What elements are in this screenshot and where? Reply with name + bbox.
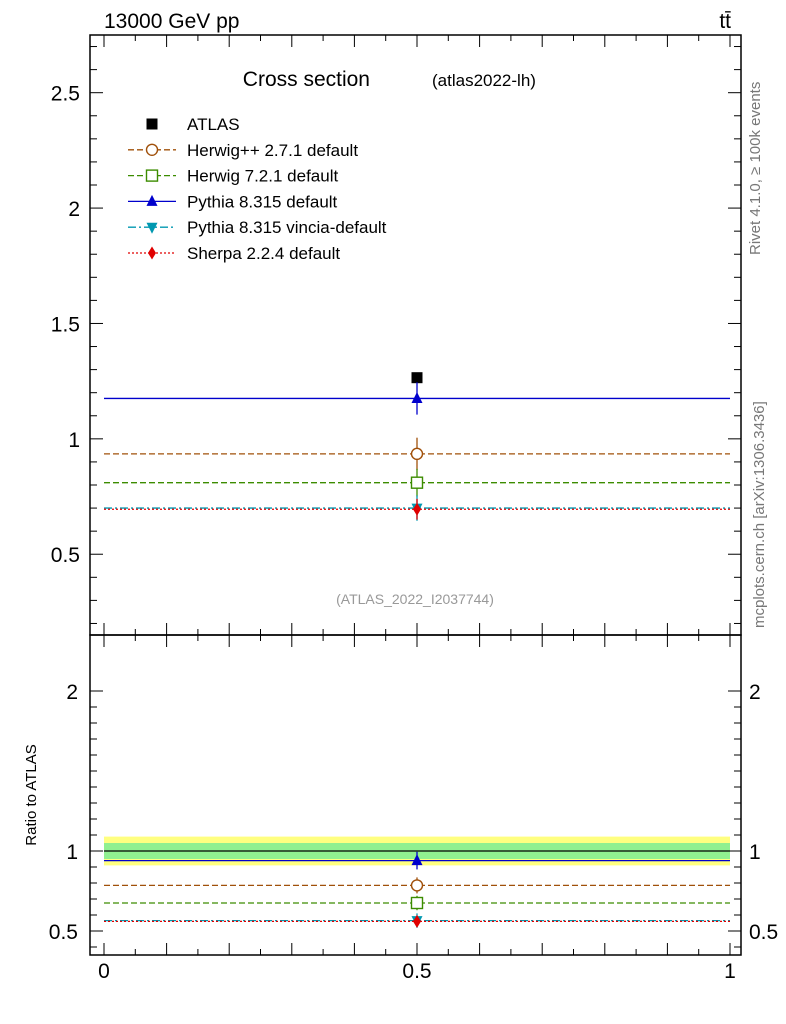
- mcplots-source-label: mcplots.cern.ch [arXiv:1306.3436]: [751, 401, 768, 628]
- rivet-version-label: Rivet 4.1.0, ≥ 100k events: [747, 82, 764, 255]
- legend-marker-herwigpp: [145, 143, 159, 157]
- ratio-x-tick-label: 1: [724, 960, 736, 983]
- main-series-group: [104, 372, 730, 521]
- ratio-axis-ticks: 0.5 0.5 1 1 2 2 0 0.5 1: [49, 635, 778, 983]
- legend-label-herwig7: Herwig 7.2.1 default: [187, 167, 338, 186]
- ratio-series-group: [104, 851, 730, 928]
- legend-marker-atlas: [146, 118, 158, 130]
- ratio-x-tick-label: 0.5: [402, 960, 431, 983]
- legend-marker-pythia: [146, 194, 158, 206]
- ratio-y-tick-label: 0.5: [49, 921, 78, 944]
- ratio-y-tick-label-right: 0.5: [749, 921, 778, 944]
- main-series-pythia-point: [411, 391, 423, 403]
- ratio-y-tick-label-right: 1: [749, 841, 761, 864]
- ratio-series-sherpa-point: [413, 914, 421, 928]
- ratio-series-pythia-point: [411, 854, 423, 866]
- ratio-series-herwig7-point: [410, 896, 424, 910]
- header-energy-label: 13000 GeV pp: [104, 10, 239, 33]
- main-series-herwigpp-point: [410, 447, 424, 461]
- header-process-label: tt̄: [719, 10, 731, 33]
- main-axis-ticks: 0.5 1 1.5 2 2.5: [51, 35, 741, 635]
- legend-marker-vincia: [146, 222, 158, 234]
- legend-marker-herwig7: [145, 169, 159, 182]
- main-y-tick-label: 1.5: [51, 313, 80, 336]
- chart-subtitle: (atlas2022-lh): [432, 71, 536, 90]
- ratio-x-tick-label: 0: [98, 960, 110, 983]
- chart-title: Cross section: [243, 68, 370, 91]
- ratio-series-herwigpp-point: [410, 879, 424, 892]
- main-y-tick-label: 2: [68, 198, 80, 221]
- legend-marker-sherpa: [148, 246, 156, 260]
- legend-label-atlas: ATLAS: [187, 115, 240, 134]
- legend-label-vincia: Pythia 8.315 vincia-default: [187, 218, 387, 237]
- legend-label-pythia: Pythia 8.315 default: [187, 192, 338, 211]
- ratio-frame: [89, 634, 742, 956]
- ratio-ylabel: Ratio to ATLAS: [23, 744, 40, 845]
- main-y-tick-label: 2.5: [51, 83, 80, 106]
- main-series-herwig7-point: [410, 476, 424, 489]
- ratio-y-tick-label-right: 2: [749, 681, 761, 704]
- legend: ATLAS Herwig++ 2.7.1 default Herwig 7.2.1 …: [128, 115, 387, 263]
- main-series-sherpa-point: [413, 502, 421, 516]
- ratio-y-tick-label: 1: [66, 841, 78, 864]
- main-y-tick-label: 0.5: [51, 544, 80, 567]
- analysis-watermark: (ATLAS_2022_I2037744): [336, 591, 494, 607]
- legend-label-herwigpp: Herwig++ 2.7.1 default: [187, 141, 358, 160]
- ratio-panel: 0.5 0.5 1 1 2 2 0 0.5 1 Ratio to ATLAS: [23, 634, 778, 983]
- main-panel: 0.5 1 1.5 2 2.5 Cross section (atlas2022-lh)…: [51, 34, 742, 636]
- main-series-atlas-point: [411, 372, 423, 384]
- main-y-tick-label: 1: [68, 429, 80, 452]
- ratio-y-tick-label: 2: [66, 681, 78, 704]
- legend-label-sherpa: Sherpa 2.2.4 default: [187, 244, 340, 263]
